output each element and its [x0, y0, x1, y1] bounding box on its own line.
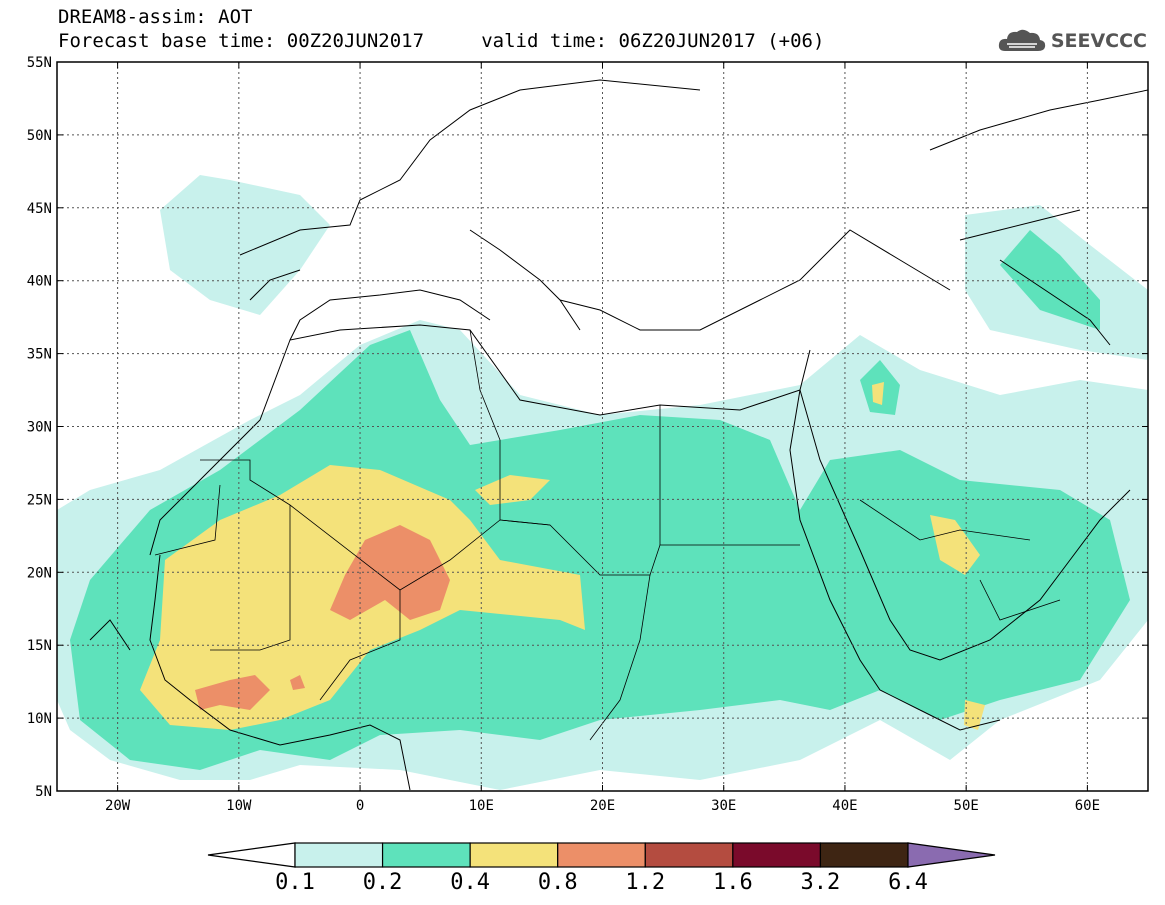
colorbar-box: [732, 842, 822, 868]
aot-band-0.8: [195, 675, 270, 710]
lat-tick-label: 5N: [35, 784, 52, 800]
axis-ticks: 55N 50N 45N 40N 35N 30N 25N 20N 15N 10N 5N 20W 10W 0 1…: [27, 55, 1148, 814]
lat-tick-label: 35N: [27, 347, 52, 363]
colorbar-over-arrow: [907, 842, 996, 868]
colorbar-label: 1.2: [625, 870, 665, 895]
colorbar-box: [469, 842, 559, 868]
lon-tick-label: 40E: [832, 798, 857, 814]
map-title: DREAM8-assim: AOT: [58, 6, 253, 28]
colorbar-label: 3.2: [801, 870, 841, 895]
aot-band-0.1: [160, 175, 330, 315]
lat-tick-label: 25N: [27, 492, 52, 508]
lat-tick-label: 30N: [27, 420, 52, 436]
colorbar-box: [381, 842, 471, 868]
borders: [154, 329, 1061, 741]
lon-tick-label: 20W: [105, 798, 131, 814]
colorbar-label: 1.6: [713, 870, 753, 895]
colorbar-box: [294, 842, 384, 868]
logo-text: SEEVCCC: [1050, 30, 1147, 52]
colorbar: 0.1 0.2 0.4 0.8 1.2 1.6 3.2 6.4: [207, 842, 996, 895]
coastlines: [89, 79, 1148, 791]
seevccc-logo: SEEVCCC: [997, 26, 1147, 56]
lon-tick-label: 60E: [1075, 798, 1100, 814]
lat-tick-label: 55N: [27, 55, 52, 71]
lat-tick-label: 15N: [27, 638, 52, 654]
lat-tick-label: 40N: [27, 274, 52, 290]
aot-band-0.4: [964, 700, 985, 730]
aot-band-0.4: [475, 475, 550, 505]
aot-band-0.4: [872, 382, 884, 405]
lon-tick-label: 50E: [954, 798, 979, 814]
lat-tick-label: 20N: [27, 565, 52, 581]
colorbar-label: 6.4: [888, 870, 928, 895]
colorbar-label: 0.8: [538, 870, 578, 895]
aot-band-0.2: [1000, 230, 1100, 330]
lon-tick-label: 20E: [590, 798, 615, 814]
colorbar-box: [644, 842, 734, 868]
lon-tick-label: 10W: [226, 798, 252, 814]
colorbar-box: [557, 842, 646, 868]
lat-tick-label: 10N: [27, 711, 52, 727]
lon-tick-label: 30E: [711, 798, 736, 814]
colorbar-label: 0.2: [363, 870, 403, 895]
aot-band-0.4: [930, 515, 980, 575]
graticule: [57, 62, 1148, 791]
lat-tick-label: 50N: [27, 128, 52, 144]
colorbar-label: 0.1: [275, 870, 315, 895]
map-subtitle: Forecast base time: 00Z20JUN2017 valid t…: [58, 30, 825, 52]
lon-tick-label: 0: [356, 798, 364, 814]
colorbar-box: [819, 842, 909, 868]
lat-tick-label: 45N: [27, 201, 52, 217]
lon-tick-label: 10E: [469, 798, 494, 814]
cloud-icon: [998, 29, 1045, 51]
aot-band-0.8: [290, 675, 305, 690]
colorbar-label: 0.4: [450, 870, 490, 895]
colorbar-under-arrow: [207, 842, 296, 868]
